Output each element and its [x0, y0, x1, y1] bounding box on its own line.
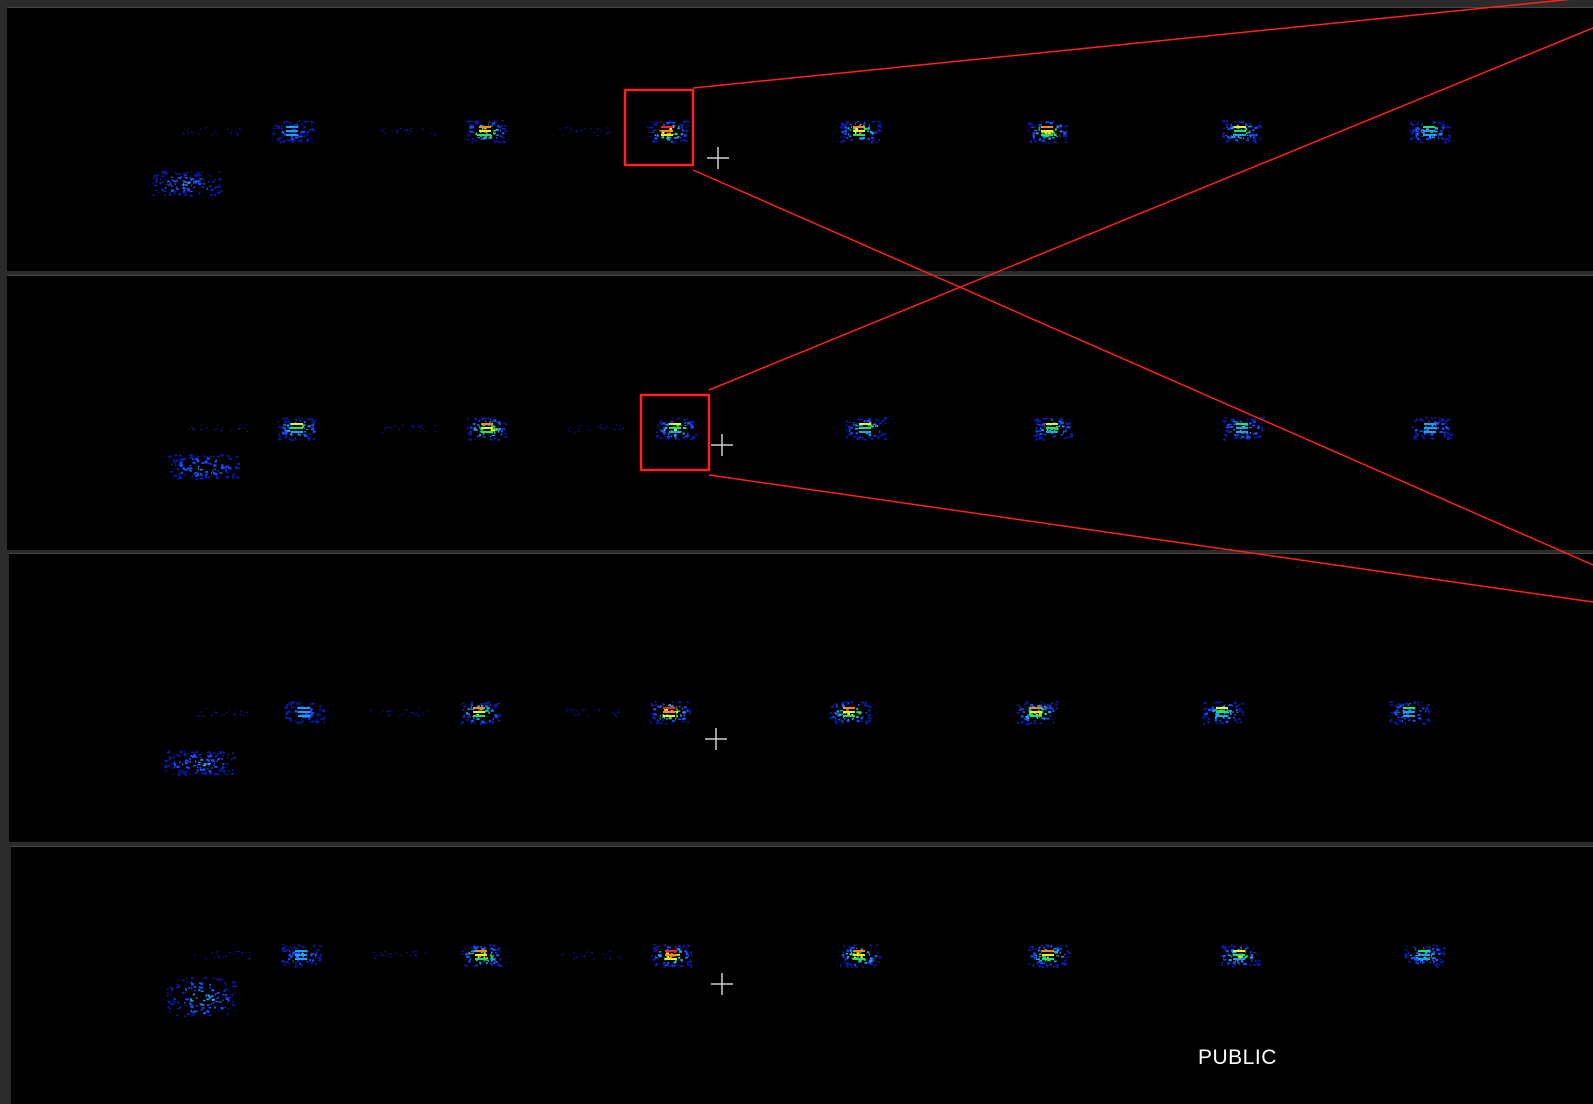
radar-panel-2: [7, 275, 1593, 550]
signal-blob: [839, 120, 883, 144]
noise-speckle: [567, 424, 624, 433]
noise-speckle: [381, 424, 437, 433]
classification-label: PUBLIC: [1198, 1046, 1277, 1069]
radar-panel-3: [9, 553, 1593, 842]
signal-plot-3: [164, 701, 1431, 776]
signal-blob: [284, 701, 326, 724]
signal-blob: [272, 120, 316, 144]
radar-panel-4: [11, 846, 1593, 1104]
signal-blob: [281, 944, 323, 968]
noise-speckle: [561, 951, 622, 960]
signal-blob: [152, 171, 223, 197]
signal-plot-4: [166, 944, 1446, 1017]
noise-speckle: [566, 708, 621, 717]
signal-blob: [277, 417, 316, 442]
signal-blob: [655, 417, 699, 441]
signal-blob: [461, 944, 503, 968]
signal-blob: [1016, 701, 1059, 726]
radar-panel-1: [7, 7, 1593, 271]
noise-speckle: [380, 128, 436, 136]
signal-blob: [467, 417, 508, 442]
signal-blob: [1222, 120, 1262, 144]
signal-blob: [1404, 944, 1446, 968]
signal-blob: [1222, 417, 1265, 441]
signal-blob: [839, 944, 882, 968]
signal-blob: [1027, 120, 1068, 145]
noise-speckle: [194, 951, 251, 960]
signal-blob: [1202, 701, 1245, 726]
crosshair-icon: [705, 728, 727, 750]
signal-plot-1: [152, 120, 1451, 197]
signal-blob: [1032, 417, 1073, 441]
noise-speckle: [188, 424, 248, 432]
noise-speckle: [372, 951, 427, 959]
signal-blob: [649, 701, 692, 725]
noise-speckle: [559, 127, 611, 136]
noise-speckle: [370, 708, 430, 717]
signal-blob: [829, 701, 872, 725]
signal-plot-2: [168, 417, 1453, 481]
crosshair-icon: [707, 147, 729, 169]
signal-blob: [1220, 944, 1261, 968]
signal-blob: [460, 701, 503, 725]
crosshair-icon: [711, 434, 733, 456]
signal-blob: [168, 454, 241, 481]
signal-blob: [166, 977, 238, 1017]
signal-blob: [845, 417, 887, 441]
crosshair-icon: [711, 973, 733, 995]
signal-blob: [1028, 944, 1071, 969]
signal-blob: [647, 120, 690, 144]
signal-blob: [1409, 120, 1451, 144]
noise-speckle: [182, 127, 243, 136]
signal-blob: [651, 944, 693, 968]
signal-blob: [1389, 701, 1431, 726]
signal-blob: [465, 120, 508, 144]
signal-blob: [164, 750, 237, 776]
signal-blob: [1412, 417, 1453, 441]
noise-speckle: [195, 708, 249, 717]
